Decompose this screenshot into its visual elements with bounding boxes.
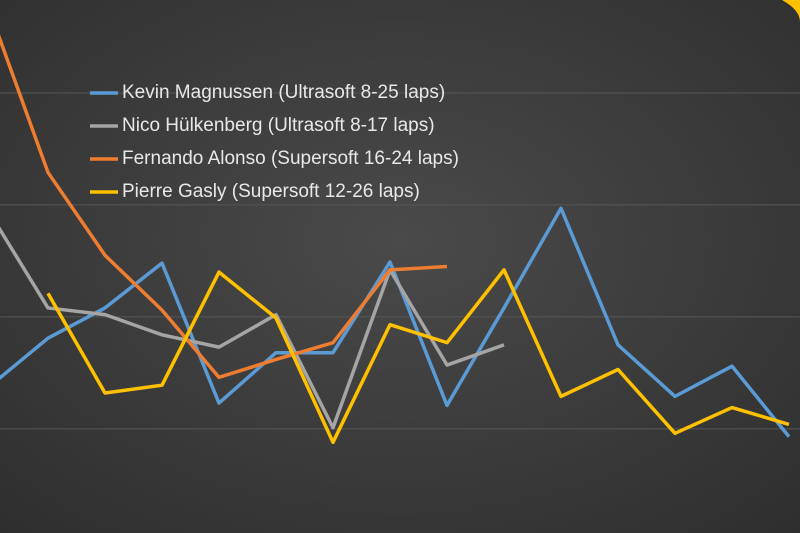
series-line	[0, 34, 448, 380]
series-line	[0, 226, 505, 430]
legend-label: Pierre Gasly (Supersoft 12-26 laps)	[122, 181, 420, 202]
legend-label: Fernando Alonso (Supersoft 16-24 laps)	[122, 148, 459, 169]
legend-label: Kevin Magnussen (Ultrasoft 8-25 laps)	[122, 82, 445, 103]
series-line	[0, 206, 791, 438]
series-line	[46, 268, 790, 445]
logo-mark	[782, 0, 800, 22]
legend-label: Nico Hülkenberg (Ultrasoft 8-17 laps)	[122, 115, 435, 136]
